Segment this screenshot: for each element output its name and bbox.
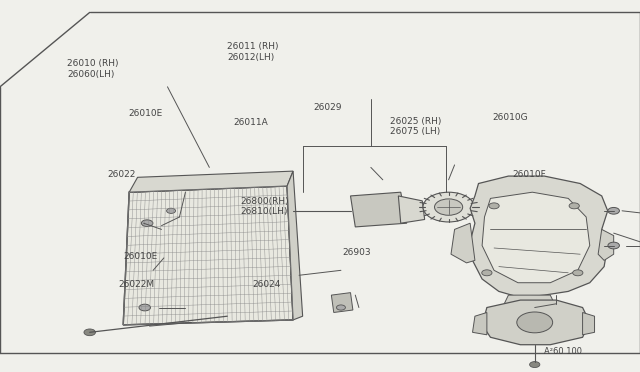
Polygon shape <box>124 186 293 325</box>
Text: 26022: 26022 <box>108 170 136 179</box>
Circle shape <box>608 208 620 214</box>
Text: 26029: 26029 <box>314 103 342 112</box>
Polygon shape <box>582 312 595 335</box>
Polygon shape <box>398 196 425 223</box>
Polygon shape <box>482 300 589 345</box>
Text: 26022M: 26022M <box>118 280 154 289</box>
Text: 26011A: 26011A <box>234 118 268 127</box>
Polygon shape <box>332 293 353 312</box>
Circle shape <box>166 208 175 214</box>
Circle shape <box>573 270 583 276</box>
Circle shape <box>84 329 95 336</box>
Text: A²60 100: A²60 100 <box>545 347 582 356</box>
Polygon shape <box>472 312 487 335</box>
Polygon shape <box>502 295 556 312</box>
Text: 26010E: 26010E <box>128 109 163 118</box>
Polygon shape <box>451 223 475 263</box>
Circle shape <box>530 362 540 368</box>
Polygon shape <box>351 192 407 227</box>
Text: 26010G: 26010G <box>493 113 529 122</box>
Text: 26903: 26903 <box>342 248 371 257</box>
Circle shape <box>139 304 150 311</box>
Circle shape <box>517 312 553 333</box>
Polygon shape <box>470 176 608 298</box>
Text: 26010F: 26010F <box>512 170 546 179</box>
Text: 26011 (RH)
26012(LH): 26011 (RH) 26012(LH) <box>227 42 278 62</box>
Polygon shape <box>482 192 589 283</box>
Text: 26010E: 26010E <box>123 252 157 261</box>
Polygon shape <box>598 230 614 260</box>
Text: 26010 (RH)
26060(LH): 26010 (RH) 26060(LH) <box>67 59 118 78</box>
Circle shape <box>482 270 492 276</box>
Text: 26800(RH)
26810(LH): 26800(RH) 26810(LH) <box>240 197 289 216</box>
Circle shape <box>141 220 153 227</box>
Circle shape <box>435 199 463 215</box>
Polygon shape <box>129 171 293 192</box>
Text: 26024: 26024 <box>253 280 281 289</box>
Polygon shape <box>287 171 303 320</box>
Circle shape <box>337 305 346 310</box>
Circle shape <box>489 203 499 209</box>
Circle shape <box>423 192 474 222</box>
Circle shape <box>569 203 579 209</box>
Text: 26025 (RH)
26075 (LH): 26025 (RH) 26075 (LH) <box>390 117 442 136</box>
Circle shape <box>608 242 620 249</box>
